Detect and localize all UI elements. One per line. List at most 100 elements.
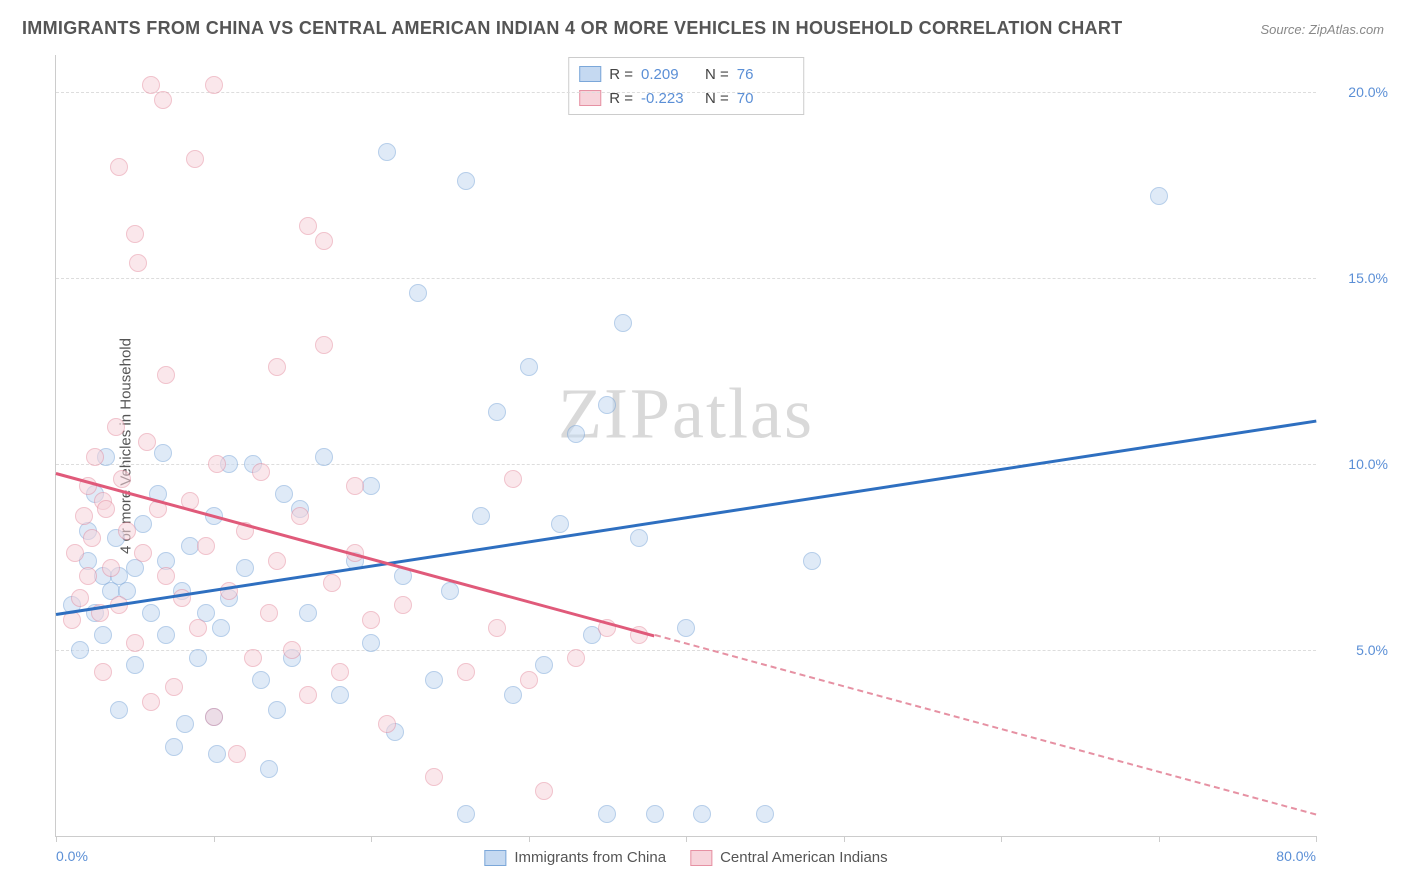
scatter-point <box>142 604 160 622</box>
n-value-0: 76 <box>737 66 793 83</box>
scatter-point <box>260 604 278 622</box>
x-tick-label: 0.0% <box>56 848 88 864</box>
scatter-point <box>457 663 475 681</box>
scatter-point <box>756 805 774 823</box>
x-tick-mark <box>1159 836 1160 842</box>
scatter-point <box>189 649 207 667</box>
scatter-point <box>252 671 270 689</box>
scatter-point <box>176 715 194 733</box>
x-tick-label: 80.0% <box>1276 848 1316 864</box>
scatter-point <box>535 782 553 800</box>
gridline <box>56 92 1316 93</box>
scatter-point <box>157 567 175 585</box>
r-label: R = <box>609 66 633 83</box>
scatter-point <box>425 671 443 689</box>
series-legend: Immigrants from China Central American I… <box>484 849 887 866</box>
scatter-point <box>346 477 364 495</box>
scatter-point <box>107 418 125 436</box>
scatter-point <box>409 284 427 302</box>
scatter-point <box>79 567 97 585</box>
scatter-point <box>118 522 136 540</box>
scatter-point <box>598 805 616 823</box>
scatter-point <box>520 358 538 376</box>
scatter-point <box>457 172 475 190</box>
scatter-point <box>1150 187 1168 205</box>
scatter-point <box>126 225 144 243</box>
scatter-point <box>268 701 286 719</box>
scatter-point <box>142 76 160 94</box>
scatter-point <box>228 745 246 763</box>
scatter-point <box>283 641 301 659</box>
scatter-point <box>75 507 93 525</box>
scatter-point <box>142 693 160 711</box>
y-tick-label: 15.0% <box>1348 270 1388 286</box>
scatter-point <box>113 470 131 488</box>
scatter-point <box>83 529 101 547</box>
scatter-point <box>220 582 238 600</box>
scatter-point <box>693 805 711 823</box>
scatter-point <box>165 678 183 696</box>
scatter-point <box>362 477 380 495</box>
scatter-point <box>154 444 172 462</box>
scatter-point <box>567 425 585 443</box>
chart-container: IMMIGRANTS FROM CHINA VS CENTRAL AMERICA… <box>0 0 1406 892</box>
scatter-point <box>315 336 333 354</box>
scatter-point <box>394 596 412 614</box>
watermark: ZIPatlas <box>558 373 814 456</box>
scatter-point <box>551 515 569 533</box>
n-label: N = <box>705 66 729 83</box>
scatter-point <box>157 366 175 384</box>
scatter-point <box>157 626 175 644</box>
scatter-point <box>362 634 380 652</box>
legend-item-0: Immigrants from China <box>484 849 666 866</box>
scatter-point <box>71 641 89 659</box>
scatter-point <box>268 358 286 376</box>
scatter-point <box>102 559 120 577</box>
scatter-point <box>291 507 309 525</box>
scatter-point <box>488 619 506 637</box>
scatter-point <box>126 656 144 674</box>
scatter-point <box>504 470 522 488</box>
scatter-point <box>378 143 396 161</box>
x-tick-mark <box>1316 836 1317 842</box>
scatter-point <box>138 433 156 451</box>
scatter-point <box>189 619 207 637</box>
gridline <box>56 278 1316 279</box>
x-tick-mark <box>844 836 845 842</box>
source-attribution: Source: ZipAtlas.com <box>1260 22 1384 37</box>
correlation-legend: R = 0.209 N = 76 R = -0.223 N = 70 <box>568 57 804 115</box>
trend-line <box>56 419 1316 615</box>
scatter-point <box>110 701 128 719</box>
y-tick-label: 5.0% <box>1356 642 1388 658</box>
scatter-point <box>94 663 112 681</box>
scatter-point <box>66 544 84 562</box>
scatter-point <box>299 686 317 704</box>
scatter-point <box>315 448 333 466</box>
scatter-point <box>208 455 226 473</box>
scatter-point <box>275 485 293 503</box>
legend-item-1: Central American Indians <box>690 849 888 866</box>
scatter-point <box>299 604 317 622</box>
legend-swatch-1 <box>690 850 712 866</box>
scatter-point <box>134 544 152 562</box>
scatter-point <box>441 582 459 600</box>
scatter-point <box>197 537 215 555</box>
scatter-point <box>803 552 821 570</box>
plot-area: ZIPatlas R = 0.209 N = 76 R = -0.223 N =… <box>55 55 1316 837</box>
scatter-point <box>646 805 664 823</box>
scatter-point <box>425 768 443 786</box>
scatter-point <box>598 396 616 414</box>
scatter-point <box>244 649 262 667</box>
scatter-point <box>268 552 286 570</box>
scatter-point <box>457 805 475 823</box>
scatter-point <box>71 589 89 607</box>
legend-row-series-0: R = 0.209 N = 76 <box>579 62 793 86</box>
scatter-point <box>154 91 172 109</box>
scatter-point <box>205 76 223 94</box>
trend-line-extrapolated <box>654 634 1316 816</box>
scatter-point <box>94 626 112 644</box>
scatter-point <box>378 715 396 733</box>
scatter-point <box>488 403 506 421</box>
scatter-point <box>97 500 115 518</box>
scatter-point <box>236 559 254 577</box>
